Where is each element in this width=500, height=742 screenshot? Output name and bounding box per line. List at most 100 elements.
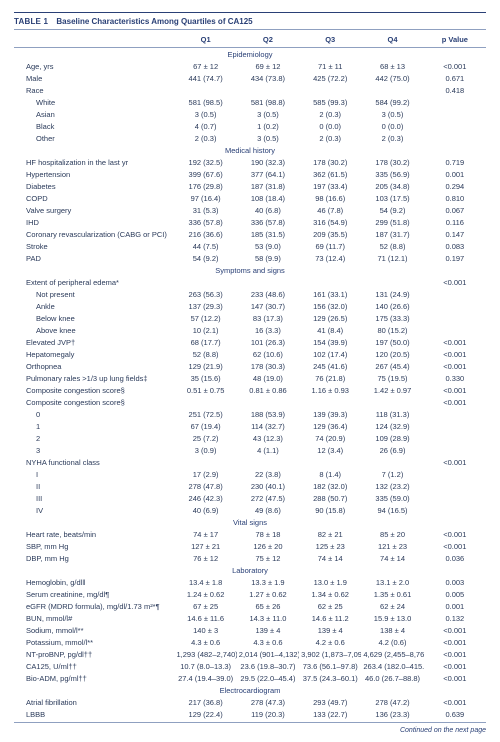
table-row: COPD97 (16.4)108 (18.4)98 (16.6)103 (17.… xyxy=(14,192,486,204)
cell: 76 ± 12 xyxy=(174,552,236,564)
section-label: Laboratory xyxy=(14,564,486,576)
col-header-blank xyxy=(14,32,174,48)
row-label: Age, yrs xyxy=(14,60,174,72)
cell: 154 (39.9) xyxy=(299,336,361,348)
cell: 0.001 xyxy=(424,600,486,612)
table-row: Stroke44 (7.5)53 (9.0)69 (11.7)52 (8.8)0… xyxy=(14,240,486,252)
row-label: Elevated JVP† xyxy=(14,336,174,348)
row-label: Orthopnea xyxy=(14,360,174,372)
cell: 13.3 ± 1.9 xyxy=(237,576,299,588)
cell: <0.001 xyxy=(424,648,486,660)
row-label: SBP, mm Hg xyxy=(14,540,174,552)
cell: 120 (20.5) xyxy=(361,348,423,360)
cell: 1,293 (482–2,740) xyxy=(174,648,236,660)
cell: 74 (20.9) xyxy=(299,432,361,444)
table-row: IHD336 (57.8)336 (57.8)316 (54.9)299 (51… xyxy=(14,216,486,228)
cell: 3 (0.5) xyxy=(174,108,236,120)
cell: 178 (30.2) xyxy=(299,156,361,168)
table-row: Hemoglobin, g/dl‖13.4 ± 1.813.3 ± 1.913.… xyxy=(14,576,486,588)
row-label: NT-proBNP, pg/dl†† xyxy=(14,648,174,660)
cell: 14.3 ± 11.0 xyxy=(237,612,299,624)
cell xyxy=(237,276,299,288)
cell xyxy=(174,396,236,408)
cell: 67 ± 12 xyxy=(174,60,236,72)
section-row: Electrocardiogram xyxy=(14,684,486,696)
row-label: Potassium, mmol/l** xyxy=(14,636,174,648)
cell: 0.81 ± 0.86 xyxy=(237,384,299,396)
cell: 74 ± 14 xyxy=(299,552,361,564)
cell: 0.036 xyxy=(424,552,486,564)
cell: 13.1 ± 2.0 xyxy=(361,576,423,588)
cell: 246 (42.3) xyxy=(174,492,236,504)
cell: 124 (32.9) xyxy=(361,420,423,432)
cell: 46 (7.8) xyxy=(299,204,361,216)
table-row: III246 (42.3)272 (47.5)288 (50.7)335 (59… xyxy=(14,492,486,504)
cell xyxy=(237,84,299,96)
cell xyxy=(424,312,486,324)
cell: <0.001 xyxy=(424,384,486,396)
cell: 58 (9.9) xyxy=(237,252,299,264)
cell: 14.6 ± 11.2 xyxy=(299,612,361,624)
table-row: Hepatomegaly52 (8.8)62 (10.6)102 (17.4)1… xyxy=(14,348,486,360)
cell xyxy=(424,492,486,504)
col-header-q4: Q4 xyxy=(361,32,423,48)
cell: 7 (1.2) xyxy=(361,468,423,480)
cell: 129 (26.5) xyxy=(299,312,361,324)
table-row: Serum creatinine, mg/dl¶1.24 ± 0.621.27 … xyxy=(14,588,486,600)
row-label: Stroke xyxy=(14,240,174,252)
cell: 362 (61.5) xyxy=(299,168,361,180)
cell: 137 (29.3) xyxy=(174,300,236,312)
cell: 425 (72.2) xyxy=(299,72,361,84)
cell: 73 (12.4) xyxy=(299,252,361,264)
cell: 272 (47.5) xyxy=(237,492,299,504)
cell xyxy=(424,444,486,456)
row-label: II xyxy=(14,480,174,492)
table-row: HF hospitalization in the last yr192 (32… xyxy=(14,156,486,168)
row-label: NYHA functional class xyxy=(14,456,174,468)
row-label: 1 xyxy=(14,420,174,432)
cell xyxy=(361,84,423,96)
table-row: Elevated JVP†68 (17.7)101 (26.3)154 (39.… xyxy=(14,336,486,348)
cell: 278 (47.3) xyxy=(237,696,299,708)
table-row: Potassium, mmol/l**4.3 ± 0.64.3 ± 0.64.2… xyxy=(14,636,486,648)
cell: 129 (36.4) xyxy=(299,420,361,432)
table-row: NYHA functional class<0.001 xyxy=(14,456,486,468)
cell: 1.42 ± 0.97 xyxy=(361,384,423,396)
table-row: Not present263 (56.3)233 (48.6)161 (33.1… xyxy=(14,288,486,300)
cell: 138 ± 4 xyxy=(361,624,423,636)
cell: 31 (5.3) xyxy=(174,204,236,216)
cell: 62 ± 25 xyxy=(299,600,361,612)
cell: 53 (9.0) xyxy=(237,240,299,252)
table-row: Other2 (0.3)3 (0.5)2 (0.3)2 (0.3) xyxy=(14,132,486,144)
cell: 103 (17.5) xyxy=(361,192,423,204)
row-label: Pulmonary rales >1/3 up lung fields‡ xyxy=(14,372,174,384)
table-body: EpidemiologyAge, yrs67 ± 1269 ± 1271 ± 1… xyxy=(14,48,486,721)
cell xyxy=(424,432,486,444)
section-row: Vital signs xyxy=(14,516,486,528)
cell: 4.3 ± 0.6 xyxy=(237,636,299,648)
cell: 251 (72.5) xyxy=(174,408,236,420)
cell: 0.005 xyxy=(424,588,486,600)
cell: 114 (32.7) xyxy=(237,420,299,432)
cell: 74 ± 14 xyxy=(361,552,423,564)
cell: 62 (10.6) xyxy=(237,348,299,360)
row-label: Coronary revascularization (CABG or PCI) xyxy=(14,228,174,240)
cell: 192 (32.5) xyxy=(174,156,236,168)
cell: 140 ± 3 xyxy=(174,624,236,636)
cell: 187 (31.8) xyxy=(237,180,299,192)
cell: 335 (56.9) xyxy=(361,168,423,180)
cell: 0.719 xyxy=(424,156,486,168)
row-label: Not present xyxy=(14,288,174,300)
col-header-p: p Value xyxy=(424,32,486,48)
table-title: Baseline Characteristics Among Quartiles… xyxy=(56,17,252,26)
cell: 85 ± 20 xyxy=(361,528,423,540)
cell: 67 ± 25 xyxy=(174,600,236,612)
table-row: CA125, U/ml††10.7 (8.0–13.3)23.6 (19.8–3… xyxy=(14,660,486,672)
section-row: Laboratory xyxy=(14,564,486,576)
section-label: Electrocardiogram xyxy=(14,684,486,696)
cell: 0 (0.0) xyxy=(361,120,423,132)
cell: 25 (7.2) xyxy=(174,432,236,444)
cell: 69 ± 12 xyxy=(237,60,299,72)
row-label: Sodium, mmol/l** xyxy=(14,624,174,636)
cell: 4 (0.7) xyxy=(174,120,236,132)
